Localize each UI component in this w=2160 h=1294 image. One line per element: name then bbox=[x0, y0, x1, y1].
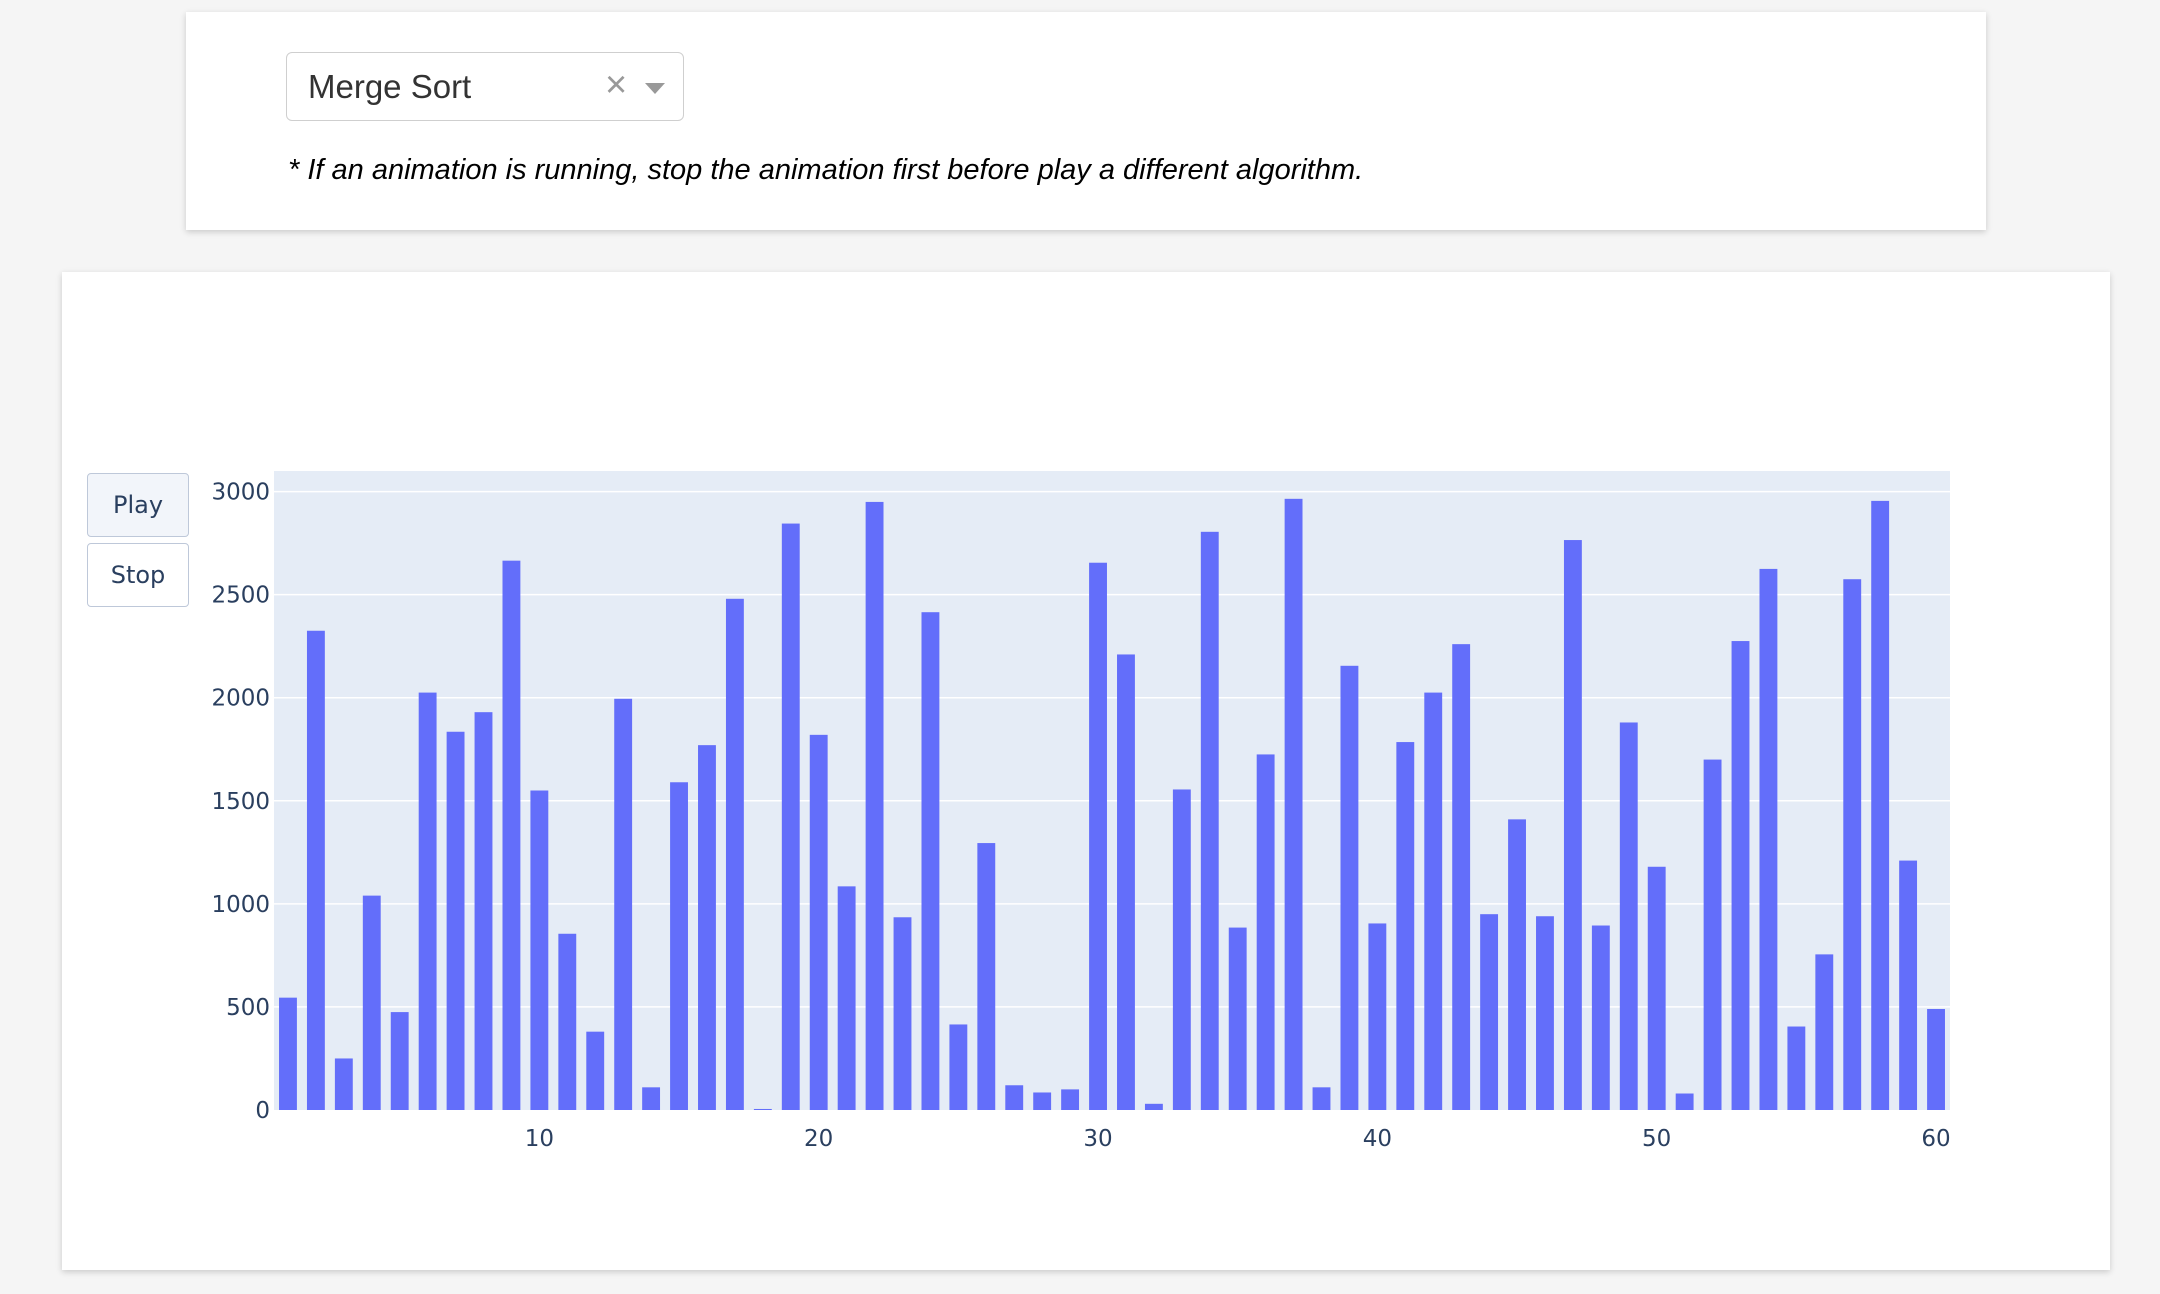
bar bbox=[1200, 531, 1219, 1110]
bar bbox=[279, 997, 297, 1110]
dropdown-selected-value: Merge Sort bbox=[308, 68, 472, 105]
y-tick-label: 0 bbox=[255, 1098, 270, 1124]
bar bbox=[781, 523, 800, 1110]
y-tick-label: 1500 bbox=[211, 789, 270, 815]
bar bbox=[1033, 1092, 1052, 1110]
bar bbox=[1480, 914, 1499, 1110]
bar bbox=[977, 843, 996, 1110]
bars bbox=[279, 498, 1945, 1111]
y-tick-label: 3000 bbox=[211, 480, 270, 506]
bar bbox=[1312, 1087, 1331, 1110]
bar bbox=[1061, 1089, 1080, 1110]
x-tick-label: 10 bbox=[525, 1126, 554, 1152]
x-tick-label: 20 bbox=[804, 1126, 833, 1152]
bar bbox=[1452, 644, 1471, 1110]
bar bbox=[1368, 923, 1387, 1110]
bar bbox=[1619, 722, 1638, 1110]
bar bbox=[1536, 916, 1554, 1110]
x-tick-label: 60 bbox=[1921, 1126, 1950, 1152]
bar bbox=[334, 1058, 353, 1110]
bar bbox=[893, 917, 912, 1110]
bar bbox=[725, 598, 744, 1110]
bar bbox=[921, 612, 940, 1110]
bar bbox=[1675, 1093, 1694, 1110]
bar bbox=[362, 895, 381, 1110]
plot-area bbox=[274, 471, 1950, 1110]
x-tick-label: 50 bbox=[1642, 1126, 1671, 1152]
chart-panel: Play Stop 0 500 1000 1500 2000 2500 3000 10 20 30… bbox=[62, 272, 2110, 1270]
y-tick-label: 2500 bbox=[211, 583, 270, 609]
x-tick-label: 30 bbox=[1083, 1126, 1112, 1152]
bar bbox=[502, 560, 521, 1110]
bar bbox=[642, 1087, 661, 1110]
play-button[interactable]: Play bbox=[87, 473, 189, 537]
bar-chart: 0 500 1000 1500 2000 2500 3000 10 20 30 40 50 60 bbox=[211, 471, 1951, 1152]
bar bbox=[1843, 579, 1862, 1110]
bar bbox=[446, 731, 465, 1110]
bar bbox=[1703, 759, 1722, 1110]
bar bbox=[530, 790, 549, 1110]
bar bbox=[1005, 1085, 1024, 1110]
bar bbox=[1396, 742, 1415, 1110]
gridlines bbox=[274, 490, 1950, 1008]
axes: 0 500 1000 1500 2000 2500 3000 10 20 30 40 50 60 bbox=[211, 480, 1950, 1152]
bar bbox=[1731, 641, 1750, 1110]
bar bbox=[1089, 562, 1107, 1110]
bar bbox=[1871, 500, 1890, 1111]
bar bbox=[1647, 866, 1666, 1110]
bar bbox=[1144, 1103, 1163, 1110]
bar bbox=[670, 782, 688, 1110]
bar bbox=[1591, 925, 1610, 1110]
bar bbox=[1899, 860, 1918, 1110]
stop-button[interactable]: Stop bbox=[87, 543, 189, 607]
bar bbox=[1563, 540, 1582, 1110]
bar bbox=[1340, 665, 1359, 1110]
bar bbox=[865, 501, 884, 1110]
bar bbox=[698, 745, 716, 1110]
bar bbox=[1927, 1008, 1945, 1110]
bar bbox=[1256, 754, 1275, 1110]
bar bbox=[949, 1024, 968, 1110]
bar bbox=[1117, 654, 1135, 1110]
bar bbox=[837, 886, 856, 1110]
bar bbox=[418, 692, 437, 1110]
bar bbox=[809, 734, 828, 1110]
bar bbox=[1424, 692, 1443, 1110]
algorithm-dropdown[interactable]: Merge Sort × bbox=[286, 52, 684, 121]
bar bbox=[614, 698, 633, 1110]
bar bbox=[1172, 789, 1191, 1110]
bar bbox=[1759, 568, 1778, 1110]
x-tick-label: 40 bbox=[1363, 1126, 1392, 1152]
bar bbox=[306, 630, 325, 1110]
bar bbox=[390, 1012, 409, 1110]
bar bbox=[1228, 927, 1247, 1110]
bar bbox=[1787, 1026, 1806, 1110]
clear-icon[interactable]: × bbox=[605, 64, 628, 106]
bar bbox=[1284, 498, 1303, 1111]
bar bbox=[1508, 819, 1526, 1110]
y-tick-label: 500 bbox=[226, 995, 270, 1021]
chevron-down-icon[interactable] bbox=[645, 83, 665, 94]
y-tick-label: 2000 bbox=[211, 686, 270, 712]
bar bbox=[586, 1031, 605, 1110]
bar bbox=[753, 1108, 772, 1110]
algorithm-selector-panel: Merge Sort × * If an animation is runnin… bbox=[186, 12, 1986, 230]
bar bbox=[1815, 954, 1834, 1110]
animation-note: * If an animation is running, stop the a… bbox=[288, 154, 1364, 186]
bar bbox=[558, 933, 577, 1110]
y-tick-label: 1000 bbox=[211, 892, 270, 918]
bar bbox=[474, 712, 493, 1110]
